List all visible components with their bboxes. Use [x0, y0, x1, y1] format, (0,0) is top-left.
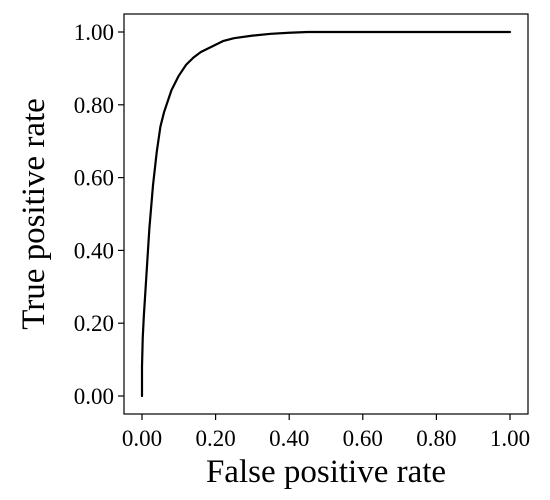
x-tick-label: 0.20 — [195, 426, 235, 451]
y-tick-label: 0.20 — [74, 311, 114, 336]
x-tick-label: 0.40 — [269, 426, 309, 451]
roc-curve-line — [140, 30, 512, 398]
x-axis-ticks: 0.00 0.20 0.40 0.60 0.80 1.00 — [122, 414, 530, 451]
x-tick-label: 0.00 — [122, 426, 162, 451]
y-tick-label: 0.60 — [74, 166, 114, 191]
x-tick-label: 1.00 — [490, 426, 530, 451]
y-tick-label: 0.40 — [74, 238, 114, 263]
x-axis-title: False positive rate — [206, 454, 446, 490]
y-tick-label: 1.00 — [74, 20, 114, 45]
x-tick-label: 0.60 — [343, 426, 383, 451]
plot-frame — [123, 13, 529, 415]
y-axis-title: True positive rate — [16, 98, 52, 330]
y-tick-label: 0.80 — [74, 93, 114, 118]
y-axis-ticks: 0.00 0.20 0.40 0.60 0.80 1.00 — [74, 20, 124, 409]
y-tick-label: 0.00 — [74, 384, 114, 409]
x-tick-label: 0.80 — [416, 426, 456, 451]
